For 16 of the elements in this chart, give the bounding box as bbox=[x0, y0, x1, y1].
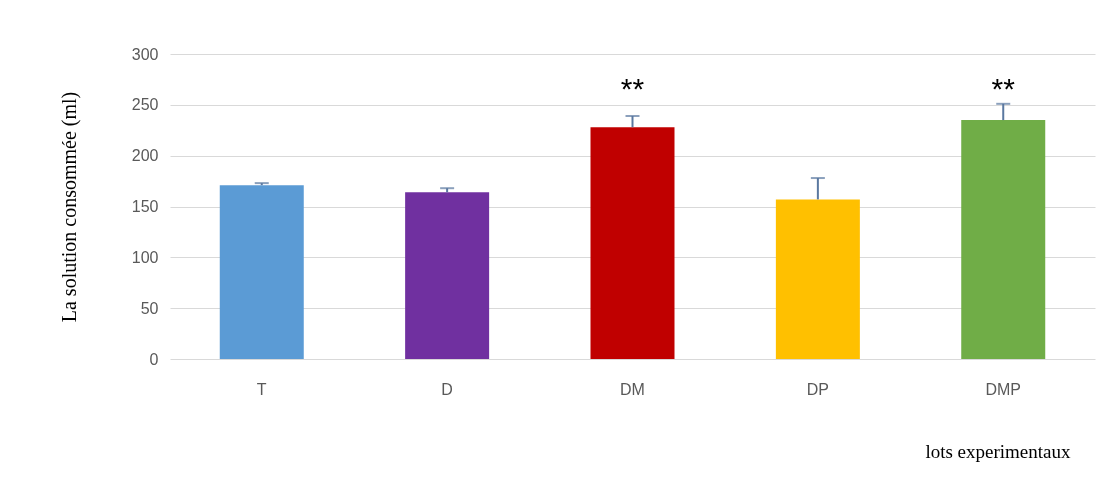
x-axis-title: lots experimentaux bbox=[925, 440, 1071, 462]
annotation: ** bbox=[991, 72, 1016, 105]
y-axis-title: La solution consommée (ml) bbox=[57, 91, 81, 323]
y-tick-label: 150 bbox=[131, 198, 159, 215]
y-tick-label: 250 bbox=[131, 96, 159, 114]
x-tick-label: DP bbox=[806, 380, 829, 398]
x-tick-label: D bbox=[441, 380, 453, 398]
y-tick-label: 300 bbox=[131, 45, 159, 63]
y-tick-label: 50 bbox=[140, 299, 159, 317]
x-tick-label: DM bbox=[620, 380, 645, 398]
annotation: ** bbox=[620, 72, 645, 105]
y-tick-label: 200 bbox=[131, 147, 159, 165]
y-tick-label: 100 bbox=[131, 248, 159, 266]
x-tick-label: DMP bbox=[985, 380, 1022, 398]
y-tick-label: 0 bbox=[149, 350, 159, 368]
x-tick-label: T bbox=[256, 380, 267, 398]
